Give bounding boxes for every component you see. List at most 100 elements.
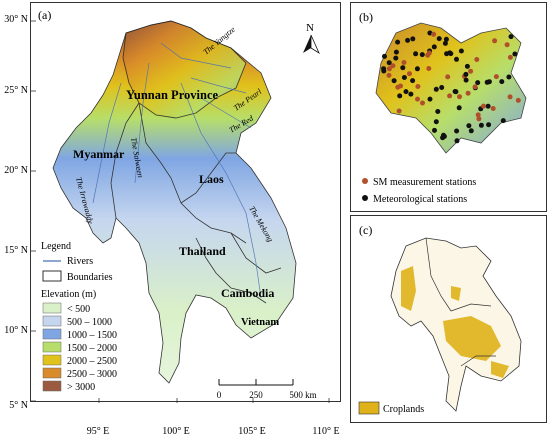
main-map-panel: (a) N Yunnan Province Myanmar Laos Thail… xyxy=(30,2,341,403)
met-station-dot xyxy=(405,37,411,43)
met-station-dot xyxy=(419,52,425,58)
elevation-class-label: < 500 xyxy=(67,304,90,315)
axis-ticks xyxy=(31,20,330,403)
met-station-dot xyxy=(458,48,464,54)
met-station-dot xyxy=(478,122,484,128)
met-station-dot xyxy=(484,79,490,85)
legend-title: Legend xyxy=(41,241,71,252)
svg-text:500 km: 500 km xyxy=(289,390,316,400)
sm-station-dot xyxy=(415,96,420,102)
sm-station-dot xyxy=(445,74,451,80)
sm-station-dot xyxy=(474,57,480,62)
sm-station-dot xyxy=(407,71,412,77)
legend-a: Legend Rivers Boundaries Elevation (m) <… xyxy=(41,241,117,393)
legend-met-label: Meteorological stations xyxy=(373,194,467,205)
lat-10: 10° N xyxy=(4,325,28,336)
svg-text:0: 0 xyxy=(217,390,222,400)
scale-bar: 0 250 500 km xyxy=(217,379,317,400)
north-arrow: N xyxy=(303,22,320,55)
label-thailand: Thailand xyxy=(179,244,226,258)
sm-station-dot xyxy=(481,103,486,109)
sm-station-dot xyxy=(431,31,437,37)
elevation-swatch xyxy=(42,328,62,340)
panel-b-label: (b) xyxy=(359,10,373,24)
croplands-map-svg: (c) Croplands xyxy=(358,223,522,415)
landmass xyxy=(52,20,297,384)
elevation-classes: < 500 500 – 1000 1000 – 1500 1500 – 2000 200… xyxy=(42,302,117,393)
legend-croplands-swatch xyxy=(358,401,380,415)
panel-a-label: (a) xyxy=(38,8,51,22)
met-station-dot xyxy=(454,56,459,62)
elevation-swatch xyxy=(42,354,62,366)
legend-boundaries-swatch xyxy=(42,270,62,282)
lon-110: 110° E xyxy=(312,426,339,437)
met-station-dot xyxy=(410,36,416,42)
sm-station-dot xyxy=(398,83,403,89)
met-station-dot xyxy=(427,96,433,102)
met-station-dot xyxy=(463,71,469,77)
elevation-swatch xyxy=(42,315,62,327)
legend-croplands-label: Croplands xyxy=(383,404,424,415)
met-station-dot xyxy=(475,80,481,86)
met-station-dot xyxy=(443,36,449,42)
station-points xyxy=(381,30,521,144)
sm-station-dot xyxy=(396,108,402,114)
met-station-dot xyxy=(403,89,409,95)
elevation-class-label: > 3000 xyxy=(67,382,95,393)
lon-95: 95° E xyxy=(87,426,110,437)
sm-station-dot xyxy=(457,94,462,100)
met-station-dot xyxy=(393,55,399,61)
met-station-dot xyxy=(456,105,462,111)
label-myanmar: Myanmar xyxy=(73,147,125,161)
sm-station-dot xyxy=(515,97,521,103)
met-station-dot xyxy=(414,66,420,72)
met-station-dot xyxy=(413,51,419,57)
legend-met-swatch xyxy=(362,195,368,201)
yunnan-highlight xyxy=(122,20,247,119)
boundaries xyxy=(110,102,282,304)
met-station-dot xyxy=(463,77,469,83)
sm-station-dot xyxy=(390,63,396,69)
met-station-dot xyxy=(447,50,453,56)
croplands-panel: (c) Croplands xyxy=(350,215,547,423)
met-station-dot xyxy=(485,103,491,109)
met-station-dot xyxy=(468,128,474,134)
elevation-class-label: 1000 – 1500 xyxy=(67,330,117,341)
met-station-dot xyxy=(395,39,401,45)
met-station-dot xyxy=(442,40,448,46)
met-station-dot xyxy=(464,63,470,69)
lon-100: 100° E xyxy=(162,426,190,437)
sm-station-dot xyxy=(425,52,431,58)
met-station-dot xyxy=(500,118,506,124)
sm-station-dot xyxy=(492,38,498,44)
river-lines xyxy=(92,42,262,299)
lat-5: 5° N xyxy=(9,400,28,411)
met-station-dot xyxy=(439,85,445,90)
met-station-dot xyxy=(486,122,492,128)
label-vietnam: Vietnam xyxy=(241,317,279,328)
met-station-dot xyxy=(433,86,439,92)
label-laos: Laos xyxy=(199,172,224,186)
elevation-swatch xyxy=(42,367,62,379)
stations-map-svg: (b) SM measurement stations Meteorologic… xyxy=(359,10,527,205)
met-station-dot xyxy=(466,123,472,129)
lat-15: 15° N xyxy=(4,245,28,256)
elevation-swatch xyxy=(42,380,62,392)
sm-station-dot xyxy=(507,94,513,100)
legend-sm-swatch xyxy=(362,178,368,184)
svg-text:250: 250 xyxy=(249,390,263,400)
sm-station-dot xyxy=(475,112,481,118)
svg-text:N: N xyxy=(306,22,314,34)
label-yunnan: Yunnan Province xyxy=(126,88,218,102)
lat-25: 25° N xyxy=(4,85,28,96)
sm-station-dot xyxy=(504,42,510,48)
elevation-class-label: 1500 – 2000 xyxy=(67,343,117,354)
sm-station-dot xyxy=(415,84,421,89)
met-station-dot xyxy=(400,65,406,71)
elevation-class-label: 500 – 1000 xyxy=(67,317,112,328)
sm-station-dot xyxy=(507,54,513,60)
main-map-svg: (a) N Yunnan Province Myanmar Laos Thail… xyxy=(31,8,330,403)
met-station-dot xyxy=(386,60,392,66)
met-station-dot xyxy=(441,132,446,138)
